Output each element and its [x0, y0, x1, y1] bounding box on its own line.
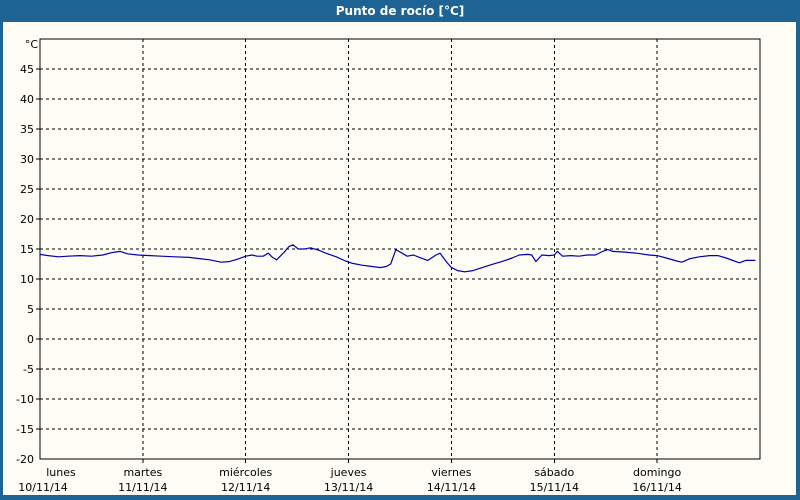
x-date-label: 13/11/14: [324, 481, 373, 494]
x-day-label: martes: [123, 466, 162, 479]
y-tick-label: -15: [16, 423, 34, 436]
x-date-label: 14/11/14: [427, 481, 476, 494]
chart-area: 45 40 35 30 25 20 15 10 5 0 -5 -10 -15 -20 °C lunes 10/1…: [3, 22, 796, 495]
x-day-label: viernes: [431, 466, 471, 479]
y-tick-label: 20: [20, 213, 34, 226]
x-date-label: 12/11/14: [221, 481, 270, 494]
y-tick-label: -10: [16, 393, 34, 406]
y-tick-label: 0: [27, 333, 34, 346]
x-day-label: jueves: [330, 466, 367, 479]
x-date-label: 11/11/14: [118, 481, 167, 494]
x-date-label: 16/11/14: [632, 481, 681, 494]
y-tick-label: 35: [20, 123, 34, 136]
x-day-label: sábado: [534, 466, 574, 479]
x-day-label: miércoles: [219, 466, 272, 479]
y-tick-label: 15: [20, 243, 34, 256]
x-day-label: lunes: [46, 466, 76, 479]
y-tick-label: 40: [20, 93, 34, 106]
x-date-label: 15/11/14: [530, 481, 579, 494]
x-date-label: 10/11/14: [18, 481, 67, 494]
y-tick-label: 10: [20, 273, 34, 286]
chart-canvas: 45 40 35 30 25 20 15 10 5 0 -5 -10 -15 -20 °C lunes 10/1…: [16, 38, 761, 494]
y-unit-label: °C: [25, 38, 39, 51]
y-tick-label: 25: [20, 183, 34, 196]
y-tick-label: -5: [23, 363, 34, 376]
plot-border: [39, 38, 761, 460]
title-bar: Punto de rocío [°C]: [0, 0, 800, 22]
y-tick-label: 5: [27, 303, 34, 316]
chart-title: Punto de rocío [°C]: [335, 4, 465, 18]
y-tick-label: 30: [20, 153, 34, 166]
y-tick-label: 45: [20, 63, 34, 76]
x-day-label: domingo: [633, 466, 681, 479]
y-tick-label: -20: [16, 453, 34, 466]
dewpoint-line: [39, 244, 756, 273]
